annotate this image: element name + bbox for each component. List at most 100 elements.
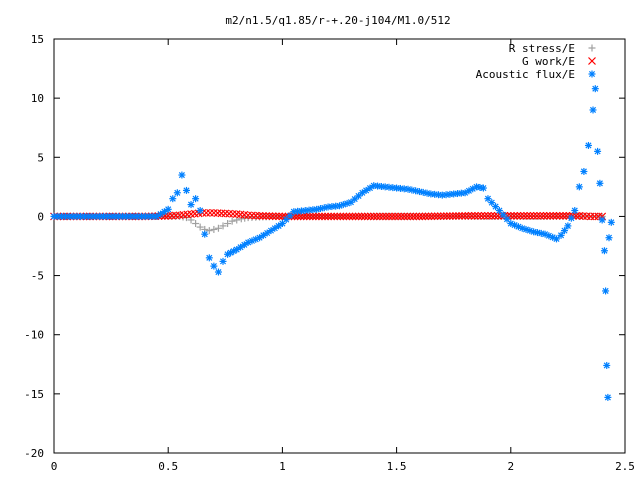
data-point [412, 212, 421, 221]
data-point [258, 211, 267, 220]
data-point [409, 212, 418, 221]
data-point [206, 208, 214, 217]
data-point [571, 207, 579, 215]
y-tick-label: -20 [24, 447, 44, 460]
data-point [536, 211, 545, 220]
data-point [439, 212, 448, 221]
data-point [375, 212, 384, 221]
marks-group [50, 85, 615, 401]
data-point [201, 230, 209, 238]
data-point [397, 212, 406, 221]
chart-title: m2/n1.5/q1.85/r-+.20-j104/M1.0/512 [225, 14, 450, 27]
data-point [237, 243, 245, 251]
series-2 [50, 85, 615, 401]
data-point [271, 224, 279, 232]
data-point [503, 215, 511, 223]
data-point [394, 212, 403, 221]
data-point [529, 211, 538, 220]
data-point [210, 262, 218, 270]
data-point [357, 212, 366, 221]
data-point [202, 208, 211, 217]
data-point [192, 220, 200, 228]
data-point [275, 212, 284, 221]
data-point [590, 212, 599, 221]
data-point [546, 211, 554, 220]
data-point [584, 141, 592, 149]
data-point [436, 212, 445, 221]
x-tick-label: 1 [279, 460, 286, 473]
data-point [169, 195, 177, 203]
data-point [555, 211, 564, 220]
data-point [256, 234, 264, 242]
data-point [552, 211, 561, 220]
data-point [333, 212, 342, 221]
data-point [366, 212, 375, 221]
data-point [403, 212, 412, 221]
data-point [214, 224, 222, 232]
data-point [604, 393, 612, 401]
data-point [339, 212, 348, 221]
data-point [552, 235, 560, 243]
data-point [263, 229, 271, 237]
data-point [449, 212, 457, 220]
data-point [532, 211, 541, 220]
data-point [488, 199, 496, 207]
data-point [603, 361, 611, 369]
data-point [418, 212, 427, 221]
y-tick-label: 5 [37, 151, 44, 164]
data-point [480, 211, 489, 220]
data-point [430, 212, 439, 221]
x-tick-label: 0 [51, 460, 58, 473]
data-point [369, 212, 378, 221]
data-point [516, 211, 525, 220]
data-point [255, 211, 264, 220]
data-point [330, 212, 339, 221]
legend-marker [588, 70, 596, 78]
data-point [259, 231, 267, 239]
data-point [388, 212, 396, 221]
data-point [324, 203, 332, 211]
data-point [474, 211, 483, 220]
data-point [564, 222, 572, 230]
data-point [214, 268, 222, 276]
data-point [602, 287, 610, 295]
data-point [467, 211, 476, 220]
data-point [455, 211, 463, 220]
data-point [318, 212, 326, 221]
data-point [265, 212, 274, 221]
data-point [196, 207, 204, 215]
data-point [311, 212, 320, 221]
data-point [519, 211, 528, 220]
data-point [219, 257, 227, 265]
data-point [596, 179, 604, 187]
y-tick-label: 15 [31, 33, 44, 46]
data-point [302, 212, 311, 221]
data-point [470, 211, 479, 220]
data-point [327, 212, 336, 221]
data-point [607, 218, 615, 226]
data-point [594, 147, 602, 155]
data-point [182, 186, 190, 194]
data-point [262, 212, 271, 220]
data-point [598, 212, 607, 221]
y-tick-label: -15 [24, 388, 44, 401]
data-point [228, 217, 236, 225]
data-point [308, 212, 317, 221]
data-point [442, 212, 451, 220]
data-point [421, 212, 430, 221]
data-point [591, 85, 599, 93]
data-point [493, 211, 502, 220]
data-point [205, 254, 213, 262]
data-point [233, 246, 241, 254]
legend-label: R stress/E [509, 42, 575, 55]
x-tick-label: 0.5 [158, 460, 178, 473]
data-point [187, 201, 195, 209]
data-point [157, 210, 165, 218]
data-point [452, 212, 460, 220]
data-point [415, 212, 424, 221]
y-tick-label: 0 [37, 210, 44, 223]
x-tick-label: 2 [507, 460, 514, 473]
data-point [275, 222, 283, 230]
